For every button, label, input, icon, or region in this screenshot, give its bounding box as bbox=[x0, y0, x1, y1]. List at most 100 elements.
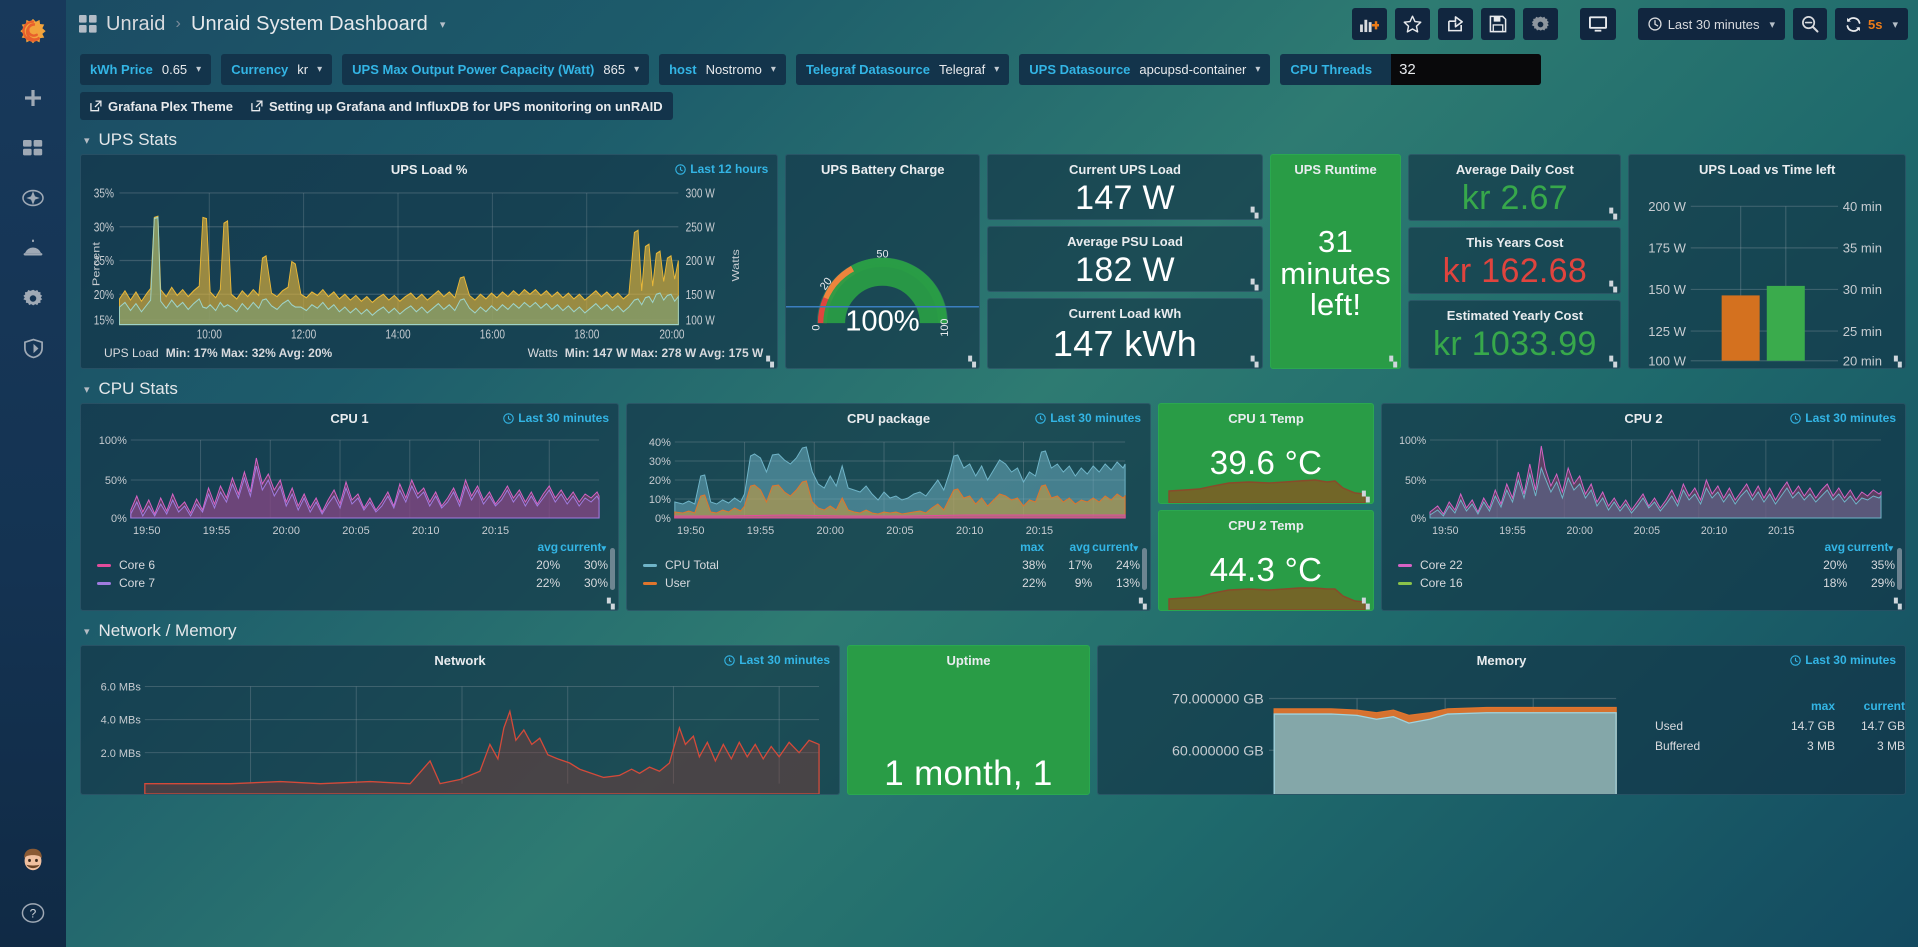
svg-text:20:00: 20:00 bbox=[817, 525, 844, 536]
panel-time-range[interactable]: Last 30 minutes bbox=[503, 411, 609, 425]
svg-text:19:55: 19:55 bbox=[203, 525, 230, 536]
dashboard-link-label: Grafana Plex Theme bbox=[108, 98, 233, 114]
panel-time-range[interactable]: Last 30 minutes bbox=[1035, 411, 1141, 425]
legend-scrollbar[interactable] bbox=[610, 548, 615, 590]
cpu-package-legend: max avg current▾ CPU Total 38% 17% 24% U… bbox=[627, 536, 1150, 598]
resize-handle[interactable]: ▚ bbox=[968, 357, 976, 368]
save-dashboard-button[interactable] bbox=[1480, 8, 1515, 40]
legend-header-current[interactable]: current▾ bbox=[1092, 540, 1138, 554]
dashboard-link-ups-monitoring-guide[interactable]: Setting up Grafana and InfluxDB for UPS … bbox=[251, 99, 663, 114]
legend-header-avg[interactable]: avg bbox=[1069, 540, 1091, 554]
resize-handle[interactable]: ▚ bbox=[1139, 599, 1147, 610]
svg-text:19:55: 19:55 bbox=[747, 525, 774, 536]
resize-handle[interactable]: ▚ bbox=[1894, 599, 1902, 610]
panel-time-range[interactable]: Last 30 minutes bbox=[1790, 411, 1896, 425]
tv-kiosk-button[interactable] bbox=[1579, 8, 1616, 40]
legend-header-current[interactable]: current bbox=[1863, 699, 1905, 713]
grafana-logo-icon[interactable] bbox=[11, 10, 55, 54]
refresh-picker[interactable]: 5s ▾ bbox=[1835, 8, 1908, 40]
resize-handle[interactable]: ▚ bbox=[1389, 357, 1398, 368]
legend-header-avg[interactable]: avg bbox=[1824, 540, 1846, 554]
svg-text:4.0 MBs: 4.0 MBs bbox=[101, 715, 142, 727]
legend-header-current[interactable]: current▾ bbox=[560, 540, 606, 554]
dashboard-link-grafana-plex-theme[interactable]: Grafana Plex Theme bbox=[90, 99, 233, 114]
resize-handle[interactable]: ▚ bbox=[1362, 492, 1370, 503]
panel-time-range[interactable]: Last 30 minutes bbox=[724, 653, 830, 667]
clock-icon bbox=[1035, 412, 1047, 424]
chevron-down-icon: ▾ bbox=[994, 64, 1000, 75]
cpu-2-chart[interactable]: 100% 50% 0% 19:50 19:55 20:00 20:05 20:1… bbox=[1382, 428, 1905, 536]
panel-time-range[interactable]: Last 12 hours bbox=[675, 162, 768, 176]
page-title[interactable]: Unraid System Dashboard bbox=[190, 12, 428, 35]
resize-handle[interactable]: ▚ bbox=[766, 357, 774, 368]
legend-header-max[interactable]: max bbox=[1810, 699, 1835, 713]
resize-handle[interactable]: ▚ bbox=[1893, 357, 1902, 368]
memory-chart[interactable]: 70.000000 GB 60.000000 GB 50.000000 GB bbox=[1098, 670, 1655, 794]
variable-host[interactable]: host Nostromo ▾ bbox=[659, 54, 786, 85]
clock-icon bbox=[675, 163, 687, 175]
resize-handle[interactable]: ▚ bbox=[1250, 357, 1259, 369]
resize-handle[interactable]: ▚ bbox=[1609, 282, 1618, 294]
legend-row[interactable]: Buffered 3 MB 3 MB bbox=[1655, 739, 1905, 753]
row-header-cpu-stats[interactable]: ▾ CPU Stats bbox=[66, 369, 1918, 403]
share-dashboard-button[interactable] bbox=[1437, 8, 1473, 40]
legend-item-watts[interactable]: Watts Min: 147 W Max: 278 W Avg: 175 W bbox=[521, 346, 764, 360]
ups-battery-gauge[interactable]: 50 20 0 100 100% bbox=[786, 179, 980, 368]
sidebar-item-configuration[interactable] bbox=[11, 276, 55, 320]
row-header-network-memory[interactable]: ▾ Network / Memory bbox=[66, 611, 1918, 645]
time-range-picker[interactable]: Last 30 minutes ▾ bbox=[1637, 8, 1785, 40]
svg-text:150 W: 150 W bbox=[1649, 282, 1687, 297]
legend-row[interactable]: User 22% 9% 13% bbox=[643, 574, 1140, 592]
add-panel-button[interactable] bbox=[1351, 8, 1387, 40]
dashboard-settings-button[interactable] bbox=[1522, 8, 1558, 40]
resize-handle[interactable]: ▚ bbox=[1250, 280, 1259, 292]
resize-handle[interactable]: ▚ bbox=[1250, 208, 1259, 220]
network-chart[interactable]: 6.0 MBs 4.0 MBs 2.0 MBs bbox=[81, 670, 839, 794]
sidebar-item-server-admin[interactable] bbox=[11, 326, 55, 370]
legend-row[interactable]: Core 16 18% 29% bbox=[1398, 574, 1895, 592]
legend-row[interactable]: Core 22 20% 35% bbox=[1398, 556, 1895, 574]
resize-handle[interactable]: ▚ bbox=[1609, 356, 1618, 368]
legend-header-max[interactable]: max bbox=[1020, 540, 1045, 554]
row-header-ups-stats[interactable]: ▾ UPS Stats bbox=[66, 120, 1918, 154]
resize-handle[interactable]: ▚ bbox=[607, 599, 615, 610]
resize-handle[interactable]: ▚ bbox=[1609, 209, 1618, 221]
sidebar-item-dashboards[interactable] bbox=[11, 126, 55, 170]
zoom-out-time-button[interactable] bbox=[1793, 8, 1827, 40]
svg-text:20:10: 20:10 bbox=[412, 525, 439, 536]
legend-row[interactable]: Core 7 22% 30% bbox=[97, 574, 608, 592]
legend-row[interactable]: CPU Total 38% 17% 24% bbox=[643, 556, 1140, 574]
ups-stat-column-left: Current UPS Load 147 W ▚ Average PSU Loa… bbox=[987, 154, 1263, 370]
ups-load-vs-time-chart[interactable]: 200 W 175 W 150 W 125 W 100 W 40 min 35 … bbox=[1629, 179, 1905, 368]
variable-label: UPS Datasource bbox=[1029, 62, 1131, 77]
help-icon[interactable]: ? bbox=[11, 891, 55, 935]
legend-scrollbar[interactable] bbox=[1897, 548, 1902, 590]
ups-load-chart[interactable]: 35% 30% 25% 20% 15% 300 W 250 W 200 W 15… bbox=[81, 179, 777, 342]
variable-currency[interactable]: Currency kr ▾ bbox=[221, 54, 333, 85]
breadcrumb-folder[interactable]: Unraid bbox=[106, 12, 166, 35]
sidebar-item-explore[interactable] bbox=[11, 176, 55, 220]
chevron-down-icon[interactable]: ▾ bbox=[439, 18, 446, 31]
svg-text:20:15: 20:15 bbox=[1768, 525, 1794, 536]
legend-header-avg[interactable]: avg bbox=[537, 540, 559, 554]
legend-item-ups-load[interactable]: UPS Load Min: 17% Max: 32% Avg: 20% bbox=[97, 346, 332, 360]
avatar-icon[interactable] bbox=[11, 837, 55, 881]
variable-ups-max-output-power-capacity[interactable]: UPS Max Output Power Capacity (Watt) 865… bbox=[342, 54, 650, 85]
variable-cpu-threads[interactable]: CPU Threads bbox=[1280, 54, 1542, 85]
legend-header-current[interactable]: current▾ bbox=[1847, 540, 1893, 554]
variable-kwh-price[interactable]: kWh Price 0.65 ▾ bbox=[80, 54, 212, 85]
resize-handle[interactable]: ▚ bbox=[1362, 599, 1370, 610]
legend-row[interactable]: Core 6 20% 30% bbox=[97, 556, 608, 574]
cpu-1-chart[interactable]: 100% 50% 0% 19:50 19:55 20:00 20:05 20:1… bbox=[81, 428, 618, 536]
cpu-package-chart[interactable]: 40% 30% 20% 10% 0% 19:50 19:55 20:00 20:… bbox=[627, 428, 1150, 536]
sidebar-item-create[interactable] bbox=[11, 76, 55, 120]
legend-scrollbar[interactable] bbox=[1142, 548, 1147, 590]
panel-time-range[interactable]: Last 30 minutes bbox=[1790, 653, 1896, 667]
variable-telegraf-datasource[interactable]: Telegraf Datasource Telegraf ▾ bbox=[795, 54, 1010, 85]
variable-ups-datasource[interactable]: UPS Datasource apcupsd-container ▾ bbox=[1019, 54, 1271, 85]
mark-favorite-button[interactable] bbox=[1394, 8, 1430, 40]
legend-row[interactable]: Used 14.7 GB 14.7 GB bbox=[1655, 719, 1905, 733]
stat-value: 31 minutes left! bbox=[1280, 224, 1391, 323]
cpu-threads-input[interactable] bbox=[1391, 54, 1542, 85]
sidebar-item-alerting[interactable] bbox=[11, 226, 55, 270]
